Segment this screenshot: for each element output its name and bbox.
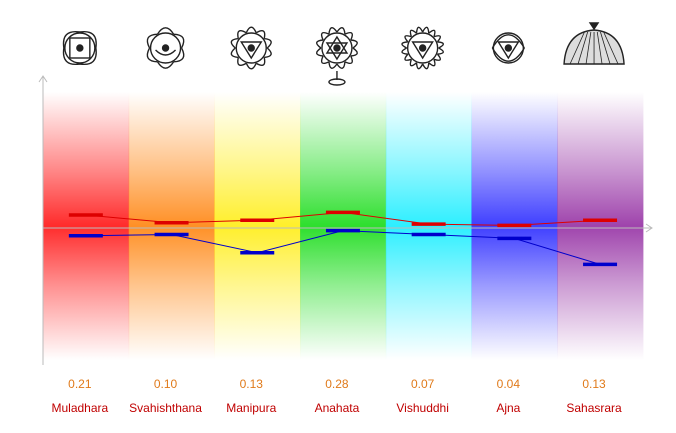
category-label-muladhara: Muladhara bbox=[51, 401, 109, 415]
score-label-manipura: 0.13 bbox=[239, 377, 263, 391]
chakra-icons bbox=[62, 22, 625, 86]
muladhara-symbol-icon bbox=[62, 30, 97, 66]
sahasrara-symbol-icon bbox=[563, 22, 625, 65]
ajna-symbol-icon bbox=[491, 32, 525, 64]
manipura-symbol-icon bbox=[230, 26, 272, 70]
vishuddha-symbol-icon bbox=[401, 26, 445, 70]
series-lines bbox=[68, 210, 618, 267]
x-axis-arrow-icon bbox=[645, 223, 653, 233]
axes bbox=[38, 75, 653, 365]
category-label-vishuddhi: Vishuddhi bbox=[396, 401, 449, 415]
score-label-anahata: 0.28 bbox=[325, 377, 349, 391]
band-manipura bbox=[214, 92, 301, 360]
svadhishthana-symbol-icon bbox=[146, 27, 185, 69]
category-label-svahishthana: Svahishthana bbox=[129, 401, 202, 415]
color-bands bbox=[43, 92, 644, 360]
score-label-vishuddhi: 0.07 bbox=[410, 377, 435, 391]
band-svahishthana bbox=[128, 92, 215, 360]
anahata-symbol-icon bbox=[316, 27, 358, 86]
score-label-muladhara: 0.21 bbox=[68, 377, 92, 391]
category-label-sahasrara: Sahasrara bbox=[566, 401, 622, 415]
band-vishuddhi bbox=[385, 92, 472, 360]
band-anahata bbox=[300, 92, 387, 360]
category-label-manipura: Manipura bbox=[226, 401, 277, 415]
category-label-ajna: Ajna bbox=[496, 401, 521, 415]
score-label-ajna: 0.04 bbox=[496, 377, 521, 391]
category-label-anahata: Anahata bbox=[314, 401, 360, 415]
score-label-sahasrara: 0.13 bbox=[582, 377, 606, 391]
y-axis-arrow-icon bbox=[38, 75, 48, 83]
band-muladhara bbox=[43, 92, 130, 360]
band-sahasrara bbox=[557, 92, 644, 360]
score-label-svahishthana: 0.10 bbox=[153, 377, 178, 391]
